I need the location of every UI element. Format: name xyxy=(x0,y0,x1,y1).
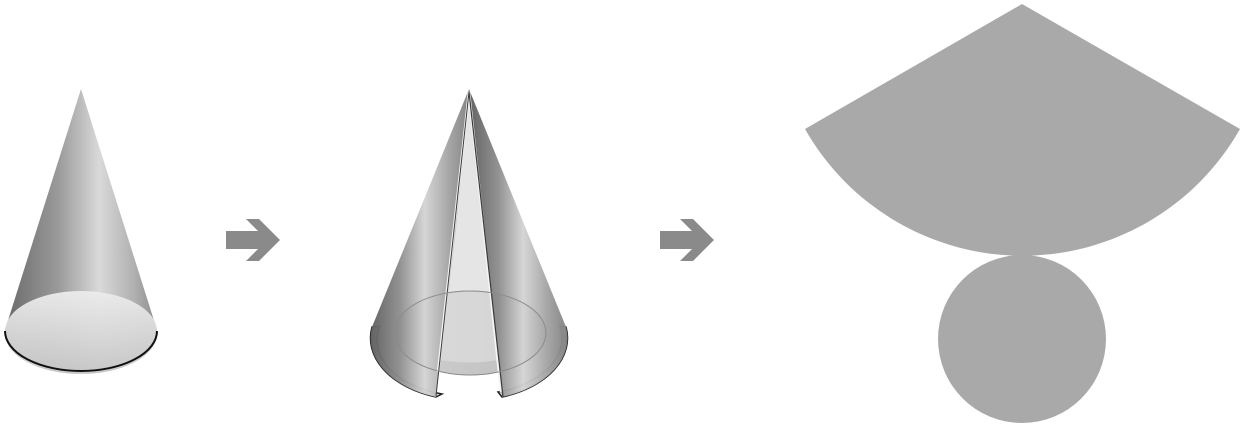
cone-base-face xyxy=(5,291,157,371)
cut-edge-left xyxy=(435,91,470,397)
arrow-right-icon xyxy=(226,219,280,261)
net-base-circle xyxy=(938,255,1106,423)
cone-cut-open xyxy=(369,89,569,398)
cut-edge-right xyxy=(468,91,504,398)
cone-flap-center xyxy=(440,89,498,363)
solid-cone xyxy=(4,89,158,374)
net-sector xyxy=(805,4,1240,256)
cone-base-rim xyxy=(4,330,158,372)
cone-base-inner-outline xyxy=(393,290,547,376)
cone-net xyxy=(805,4,1240,423)
arrow-right-icon xyxy=(660,219,714,261)
